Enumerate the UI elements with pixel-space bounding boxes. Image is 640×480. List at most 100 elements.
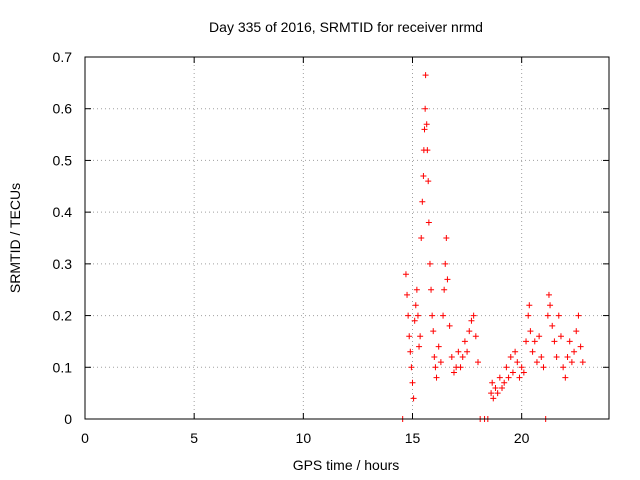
y-tick-label: 0.6	[53, 101, 73, 117]
data-point	[551, 338, 558, 345]
data-point	[531, 338, 538, 345]
data-point	[494, 390, 501, 397]
data-point	[435, 343, 442, 350]
data-point	[529, 348, 536, 355]
data-point	[411, 317, 418, 324]
data-point	[523, 338, 530, 345]
data-point	[538, 353, 545, 360]
data-point	[431, 353, 438, 360]
data-point	[505, 374, 512, 381]
data-point	[549, 322, 556, 329]
data-point	[424, 147, 431, 154]
data-point	[575, 312, 582, 319]
x-tick-labels: 0 5 10 15 20	[81, 430, 530, 446]
x-tick-label: 20	[514, 430, 530, 446]
data-point	[417, 333, 424, 340]
data-point	[422, 105, 429, 112]
data-point	[555, 312, 562, 319]
plot-frame	[84, 56, 610, 420]
data-point	[571, 348, 578, 355]
data-point	[455, 348, 462, 355]
y-tick-label: 0.4	[53, 204, 73, 220]
data-point	[457, 364, 464, 371]
data-point	[503, 364, 510, 371]
x-axis-label: GPS time / hours	[293, 457, 400, 473]
data-point	[514, 359, 521, 366]
data-point	[404, 291, 411, 298]
data-point	[518, 364, 525, 371]
data-point	[429, 312, 436, 319]
data-point	[441, 286, 448, 293]
data-point	[420, 172, 427, 179]
data-point	[425, 178, 432, 185]
data-point	[573, 328, 580, 335]
data-point	[444, 276, 451, 283]
data-point	[468, 317, 475, 324]
data-point	[472, 333, 479, 340]
data-point	[509, 369, 516, 376]
data-point	[490, 395, 497, 402]
data-point	[507, 353, 514, 360]
data-point	[432, 364, 439, 371]
data-point	[425, 219, 432, 226]
data-point	[443, 235, 450, 241]
x-tick-label: 10	[296, 430, 312, 446]
chart-title: Day 335 of 2016, SRMTID for receiver nrm…	[209, 19, 483, 35]
data-point	[526, 302, 533, 309]
data-point	[557, 333, 564, 340]
data-point	[464, 348, 471, 355]
data-point	[577, 343, 584, 350]
data-point	[545, 291, 552, 298]
data-point	[560, 364, 567, 371]
data-point	[437, 359, 444, 366]
data-point	[428, 286, 435, 293]
data-point	[489, 379, 496, 386]
x-tick-label: 15	[405, 430, 421, 446]
data-point	[553, 353, 560, 360]
data-point	[409, 379, 416, 386]
data-point	[470, 312, 477, 319]
y-tick-label: 0.7	[53, 49, 73, 65]
data-point	[442, 260, 449, 267]
data-point	[499, 384, 506, 391]
data-point	[562, 374, 569, 381]
data-point	[475, 359, 481, 366]
data-point	[525, 312, 532, 319]
data-point	[536, 333, 543, 340]
data-point	[406, 333, 413, 340]
data-point	[419, 198, 426, 205]
data-point	[440, 312, 447, 319]
data-point	[414, 312, 421, 319]
data-point	[544, 312, 551, 319]
data-point	[405, 312, 412, 319]
data-point	[540, 364, 547, 371]
data-point	[412, 302, 419, 309]
data-point	[492, 384, 499, 391]
data-point	[461, 338, 468, 345]
y-tick-label: 0.2	[53, 308, 73, 324]
data-point	[501, 379, 508, 386]
data-point	[533, 359, 540, 366]
data-point	[410, 395, 417, 402]
x-tick-label: 0	[81, 430, 89, 446]
data-point	[433, 374, 440, 381]
data-point	[459, 353, 466, 360]
data-point	[446, 322, 453, 329]
data-point	[488, 390, 495, 397]
data-point	[408, 364, 415, 371]
data-point	[413, 286, 420, 293]
y-tick-label: 0	[64, 411, 72, 427]
y-tick-label: 0.5	[53, 152, 73, 168]
data-point	[516, 374, 523, 381]
y-axis-label: SRMTID / TECUs	[7, 183, 23, 293]
data-point	[407, 348, 414, 355]
data-point	[527, 328, 534, 335]
data-point	[448, 353, 455, 360]
data-point	[426, 260, 433, 267]
data-point	[512, 348, 519, 355]
data-point	[416, 343, 423, 350]
x-tick-label: 5	[190, 430, 198, 446]
grid-lines	[85, 57, 609, 419]
